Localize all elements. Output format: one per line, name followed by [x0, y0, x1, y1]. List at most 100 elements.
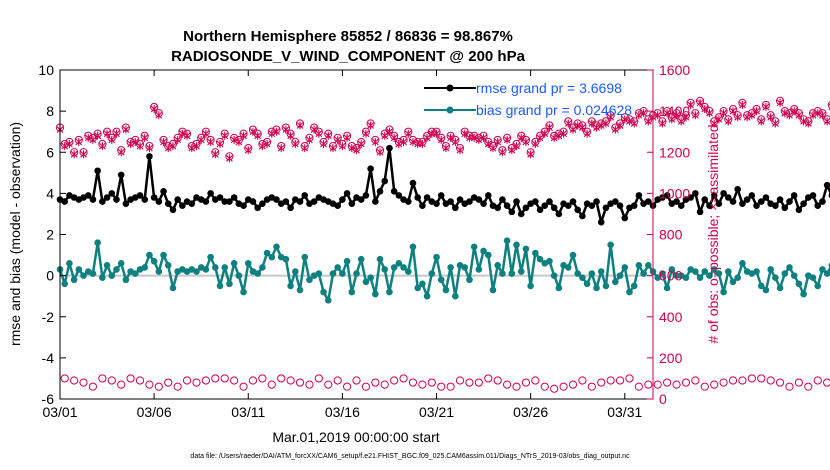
obs-assimilated-point	[715, 115, 723, 124]
bias-point	[546, 257, 553, 265]
bias-point	[339, 270, 346, 277]
y-right-tick-label: 1200	[659, 144, 690, 160]
obs-assimilated-point	[456, 146, 464, 155]
bias-point	[739, 259, 746, 267]
rmse-point	[522, 204, 530, 212]
obs-possible-point	[625, 374, 634, 383]
rmse-point	[226, 198, 233, 205]
bias-point	[503, 237, 511, 244]
rmse-point	[673, 198, 680, 205]
rmse-point	[254, 204, 261, 212]
obs-assimilated-point	[470, 133, 478, 142]
obs-possible-point	[747, 374, 756, 383]
obs-possible-point	[107, 376, 116, 385]
bias-point	[814, 282, 822, 290]
obs-assimilated-point	[400, 137, 407, 146]
obs-assimilated-point	[306, 135, 313, 144]
obs-assimilated-point	[287, 131, 294, 140]
obs-assimilated-point	[122, 125, 130, 134]
obs-possible-point	[305, 380, 314, 389]
bias-point	[419, 280, 426, 288]
bias-point	[146, 251, 153, 259]
bias-point	[254, 270, 261, 277]
rmse-point	[357, 196, 365, 203]
obs-assimilated-point	[800, 117, 807, 126]
rmse-point	[508, 208, 516, 216]
obs-assimilated-point	[630, 119, 638, 128]
bias-point	[160, 251, 167, 259]
rmse-point	[687, 194, 694, 201]
rmse-point	[310, 198, 318, 205]
obs-possible-point	[474, 378, 483, 387]
rmse-point	[776, 196, 784, 203]
y-tick-label: 8	[46, 103, 54, 119]
obs-possible-point	[79, 378, 88, 387]
obs-possible-point	[239, 382, 248, 391]
obs-possible-point	[503, 380, 512, 389]
obs-assimilated-point	[771, 119, 779, 128]
obs-assimilated-point	[113, 129, 120, 138]
obs-possible-point	[399, 374, 408, 383]
obs-possible-point	[427, 378, 436, 387]
obs-assimilated-point	[141, 133, 149, 142]
y-axis-right-label: # of obs: o=possible; ×=assimilated	[705, 124, 721, 343]
obs-assimilated-point	[706, 109, 713, 118]
bias-point	[626, 288, 633, 296]
obs-possible-point	[361, 382, 371, 391]
obs-assimilated-point	[499, 148, 506, 157]
obs-assimilated-point	[98, 142, 106, 151]
obs-assimilated-point	[687, 100, 695, 109]
obs-assimilated-point	[240, 131, 247, 140]
bias-point	[386, 288, 393, 296]
bias-point	[80, 272, 87, 279]
obs-possible-point	[126, 374, 135, 383]
bias-point	[757, 282, 765, 290]
rmse-point	[409, 179, 417, 187]
rmse-point	[762, 194, 770, 201]
bias-point	[122, 276, 130, 284]
obs-assimilated-point	[621, 115, 629, 124]
obs-assimilated-point	[541, 129, 549, 138]
rmse-point	[753, 202, 760, 210]
obs-possible-point	[757, 374, 766, 383]
rmse-point	[612, 198, 619, 205]
rmse-point	[146, 153, 153, 160]
bias-point	[226, 280, 233, 288]
rmse-point	[484, 192, 492, 199]
rmse-point	[94, 167, 101, 175]
obs-assimilated-point	[663, 109, 671, 118]
obs-assimilated-point	[419, 140, 426, 149]
footer-datafile: data file: /Users/raeder/DAI/ATM_forcXX/…	[190, 453, 630, 460]
obs-assimilated-point	[371, 137, 379, 146]
axes-layer: 03/01 03/06 03/11 03/16 03/21 03/26 03/31 -6 -4 -…	[38, 62, 690, 420]
bias-point	[324, 297, 332, 304]
bias-point	[212, 264, 219, 271]
bias-point	[381, 266, 389, 273]
bias-point	[282, 255, 290, 263]
obs-assimilated-point	[197, 135, 205, 144]
obs-assimilated-point	[593, 123, 600, 132]
bias-point	[475, 266, 483, 273]
rmse-point	[541, 202, 549, 210]
rmse-point	[781, 204, 789, 212]
obs-assimilated-point	[94, 131, 102, 140]
obs-possible-point	[342, 382, 352, 391]
obs-possible-point	[794, 378, 803, 387]
obs-assimilated-point	[433, 129, 440, 138]
obs-assimilated-point	[804, 119, 812, 128]
rmse-point	[404, 198, 412, 205]
obs-possible-point	[512, 382, 521, 391]
y-tick-label: 4	[46, 185, 54, 201]
rmse-point	[790, 192, 798, 199]
bias-point	[452, 292, 459, 300]
rmse-point	[273, 196, 280, 203]
bias-point	[692, 268, 699, 275]
rmse-point	[819, 198, 826, 205]
bias-point	[207, 253, 214, 261]
bias-point	[273, 243, 280, 251]
bias-point	[772, 274, 779, 281]
bias-point	[513, 241, 520, 249]
obs-assimilated-point	[579, 123, 586, 132]
rmse-point	[117, 171, 125, 179]
obs-assimilated-point	[61, 142, 69, 151]
